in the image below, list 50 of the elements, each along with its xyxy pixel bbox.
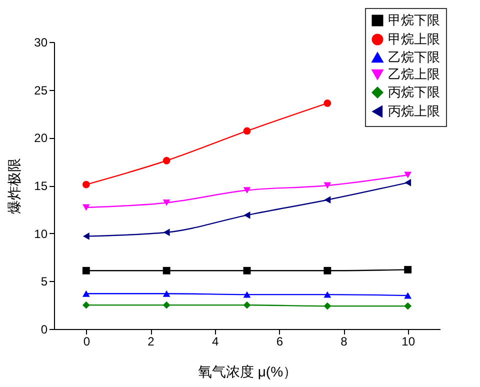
point (162, 290, 170, 297)
x-tick-label: 2 (148, 334, 155, 348)
point (162, 200, 170, 206)
point (404, 302, 412, 310)
legend-label: 乙烷下限 (388, 50, 440, 64)
y-tick-label: 30 (34, 36, 48, 50)
point (82, 180, 90, 188)
point (243, 187, 251, 194)
point (82, 232, 90, 240)
point (163, 228, 170, 236)
point (324, 291, 332, 298)
y-tick-label: 15 (34, 179, 48, 193)
point (324, 302, 332, 310)
y-tick-label: 10 (34, 226, 48, 241)
x-tick-label: 6 (276, 334, 284, 348)
point (82, 204, 90, 211)
y-tick-label: 20 (34, 131, 48, 146)
point (162, 156, 170, 164)
point (324, 182, 332, 189)
y-axis-title: 爆炸极限 (6, 158, 22, 214)
legend-label: 丙烷上限 (388, 104, 440, 118)
point (324, 266, 332, 274)
x-tick-label: 0 (83, 334, 90, 348)
point (82, 266, 90, 274)
point (243, 291, 251, 298)
y-tick-label: 5 (40, 274, 48, 289)
point (404, 266, 412, 274)
point (404, 172, 412, 178)
point (324, 196, 331, 204)
legend-label: 甲烷下限 (388, 12, 440, 28)
point (243, 301, 251, 309)
point (404, 178, 412, 186)
y-tick-label: 25 (34, 83, 48, 98)
point (244, 211, 250, 219)
point (162, 301, 170, 309)
point (404, 292, 412, 299)
point (243, 266, 251, 274)
point (162, 266, 170, 274)
x-tick-label: 10 (402, 334, 416, 348)
y-tick-label: 0 (40, 322, 48, 336)
legend-label: 乙烷上限 (388, 66, 440, 82)
point (82, 290, 90, 297)
point (324, 100, 332, 107)
point (82, 301, 90, 309)
legend-label: 甲烷上限 (388, 32, 440, 46)
x-tick-label: 8 (340, 334, 348, 348)
legend-label: 丙烷下限 (388, 84, 440, 100)
x-tick-label: 4 (212, 334, 219, 348)
point (243, 127, 251, 135)
x-axis-title: 氧气浓度 μ(%） (198, 364, 298, 380)
